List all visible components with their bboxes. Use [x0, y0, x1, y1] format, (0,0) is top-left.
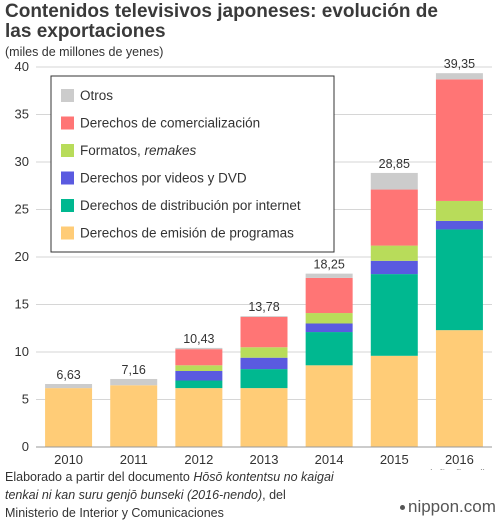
bar-total-label: 28,85 [379, 157, 410, 171]
brand-logo[interactable]: nippon.com [400, 497, 496, 517]
legend-swatch [61, 226, 74, 240]
y-tick-label: 10 [15, 344, 29, 359]
bar-segment [435, 229, 483, 331]
bar-segment [240, 316, 288, 317]
bar-segment [240, 388, 288, 447]
legend: Otros Derechos de comercialización Formato… [50, 75, 335, 253]
bar-segment [435, 220, 483, 230]
x-tick-label: 2012 [184, 452, 213, 467]
bar-segment [435, 330, 483, 447]
bar-segment [435, 73, 483, 80]
y-tick-label: 30 [15, 154, 29, 169]
bar-segment [175, 371, 223, 381]
x-tick-label: 2014 [315, 452, 344, 467]
bar-segment [240, 369, 288, 389]
bar-segment [305, 323, 353, 333]
bar-total-label: 13,78 [248, 300, 279, 314]
y-tick-label: 35 [15, 107, 29, 122]
source-doc-title-b: tenkai ni kan suru genjō bunseki (2016-n… [5, 488, 263, 502]
bar-segment [110, 385, 158, 447]
bar-segment [175, 349, 223, 366]
bar-segment [370, 172, 418, 190]
bar-segment [305, 277, 353, 314]
x-tick-label: 2011 [120, 452, 148, 467]
bar-segment [370, 274, 418, 356]
source-doc-title-a: Hōsō kontentsu no kaigai [193, 470, 334, 484]
legend-swatch [61, 89, 74, 102]
bar-total-label: 7,16 [122, 363, 146, 377]
y-axis-unit-label: (miles de millones de yenes) [5, 45, 164, 59]
y-tick-label: 0 [22, 439, 29, 454]
bar-segment [370, 260, 418, 275]
legend-label: Derechos de distribución por internet [80, 198, 301, 213]
bars [45, 73, 483, 447]
chart-title: Contenidos televisivos japoneses: evoluc… [5, 1, 438, 42]
bar-segment [175, 388, 223, 447]
bar-total-label: 39,35 [444, 57, 475, 71]
y-tick-label: 15 [15, 297, 29, 312]
x-tick-label: 2013 [250, 452, 279, 467]
y-tick-label: 40 [15, 59, 29, 74]
bar-segment [305, 273, 353, 278]
bar-segment [370, 189, 418, 246]
x-tick-label: 2016 [445, 452, 474, 467]
brand-text: nippon.com [408, 497, 496, 516]
bar-segment [240, 347, 288, 358]
legend-label: Derechos de comercialización [80, 116, 260, 131]
axes: 0 5 10 15 20 25 30 35 40 6,63 2010 7,16 2011 10,43 201… [15, 57, 492, 470]
bar-segment [305, 332, 353, 366]
legend-swatch [61, 144, 74, 157]
stacked-bar-chart: 0 5 10 15 20 25 30 35 40 6,63 2010 7,16 2011 10,43 201… [15, 57, 492, 470]
legend-label: Otros [80, 88, 113, 103]
bar-total-label: 6,63 [56, 368, 80, 382]
y-tick-label: 5 [22, 392, 29, 407]
bar-segment [175, 347, 223, 350]
y-tick-label: 20 [15, 249, 29, 264]
legend-swatch [61, 116, 74, 130]
bar-segment [435, 79, 483, 201]
x-tick-label: 2015 [380, 452, 409, 467]
source-text-2: , del [262, 488, 286, 502]
source-note: Elaborado a partir del documento Hōsō ko… [5, 468, 365, 522]
bar-segment [45, 388, 93, 447]
bar-segment [305, 313, 353, 324]
x-tick-label: 2010 [54, 452, 83, 467]
brand-dot-icon [400, 505, 405, 511]
bar-segment [370, 245, 418, 261]
bar-total-label: 10,43 [183, 332, 214, 346]
source-text-1: Elaborado a partir del documento [5, 470, 194, 484]
legend-label: Derechos por videos y DVD [80, 171, 247, 186]
bar-total-label: 18,25 [314, 258, 345, 272]
bar-segment [435, 200, 483, 221]
legend-swatch [61, 199, 74, 212]
bar-segment [110, 378, 158, 386]
legend-swatch [61, 171, 74, 185]
bar-segment [240, 316, 288, 348]
bar-segment [175, 380, 223, 389]
bar-segment [305, 365, 353, 447]
source-text-3: Ministerio de Interior y Comunicaciones [5, 506, 224, 520]
bar-segment [370, 355, 418, 447]
legend-label: Formatos, remakes [80, 143, 197, 158]
bar-segment [45, 384, 93, 389]
bar-segment [175, 365, 223, 371]
x-axis-note: (año fiscal) [428, 467, 487, 470]
bar-segment [240, 357, 288, 370]
legend-box [50, 75, 335, 253]
legend-label: Derechos de emisión de programas [80, 226, 294, 241]
y-tick-label: 25 [15, 202, 29, 217]
